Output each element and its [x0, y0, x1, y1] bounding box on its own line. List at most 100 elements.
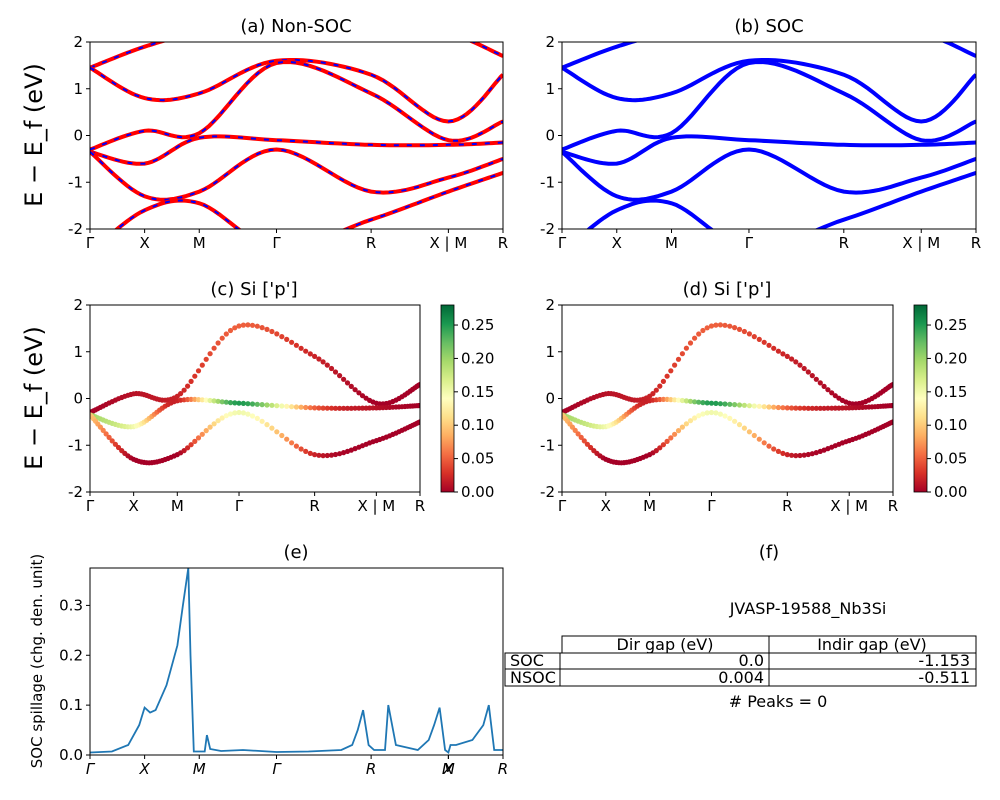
panel-d-point: [708, 323, 715, 329]
panel-b-band: [586, 170, 976, 229]
panel-c-point: [203, 428, 209, 434]
panel-c-point: [307, 351, 313, 357]
panel-d-point: [717, 401, 724, 407]
panel-c-xtick-label: Γ: [86, 497, 95, 515]
panel-c-point: [320, 405, 326, 411]
panel-d-point: [775, 404, 782, 411]
panel-c-point: [324, 405, 330, 411]
panel-d-point: [746, 331, 753, 337]
panel-a-xtick-label: Γ: [272, 234, 281, 252]
panel-a-frame: [89, 41, 504, 230]
panel-d-point: [805, 405, 811, 411]
panel-d-point: [679, 424, 686, 430]
panel-c-point: [298, 345, 304, 351]
panel-d-point: [756, 336, 762, 342]
panel-c-point: [352, 405, 358, 411]
panel-d-point: [797, 452, 803, 459]
cell-nsoc-dir: 0.004: [718, 668, 764, 687]
panel-c-point: [359, 405, 366, 411]
panel-c-point: [341, 376, 347, 382]
panel-c-point: [106, 434, 112, 440]
panel-d-point: [751, 334, 757, 340]
panel-c-point: [279, 334, 285, 340]
panel-d-colorbar: [913, 304, 928, 493]
panel-d-point: [890, 402, 893, 409]
panel-d-xtick-label: R: [888, 497, 898, 515]
panel-e-xtick-label: X: [138, 760, 150, 778]
panel-d-point: [675, 428, 682, 434]
panel-c-point: [274, 403, 280, 409]
panel-c-point: [352, 387, 358, 393]
panel-e-plot-area: [90, 568, 503, 755]
panel-d-point: [727, 415, 733, 421]
panel-c-cb-label: 0.15: [461, 383, 494, 401]
panel-c-point: [303, 448, 309, 454]
panel-b-xtick-label: Γ: [745, 234, 754, 252]
panel-d-point: [708, 409, 715, 416]
panel-d-point: [741, 402, 748, 408]
panel-c-cb-label: 0.05: [461, 450, 494, 468]
panel-d-point: [672, 397, 678, 403]
panel-c-point: [199, 397, 205, 403]
panel-d-point: [809, 451, 815, 457]
panel-d-xtick-label: R: [782, 497, 792, 515]
panel-a-title: (a) Non-SOC: [240, 16, 351, 37]
panel-d-point: [766, 443, 772, 449]
panel-d-point: [821, 405, 827, 411]
panel-d-point: [687, 340, 694, 346]
panel-d-point: [675, 356, 682, 362]
panel-d-point: [766, 342, 772, 348]
panel-b-band: [562, 147, 976, 202]
panel-c-point: [254, 323, 260, 329]
panel-e-xtick-label: R: [498, 760, 508, 778]
panel-d-point: [789, 452, 795, 458]
panel-c-point: [293, 342, 299, 348]
panel-c-point: [284, 336, 290, 342]
panel-d-point: [660, 378, 667, 384]
panel-a-xtick-label: Γ: [86, 234, 95, 252]
panel-c-point: [236, 323, 242, 329]
panel-d-point: [761, 440, 767, 446]
panel-d-plot-area: [562, 322, 893, 466]
panel-c-point: [232, 325, 238, 331]
panel-c-point: [293, 404, 299, 410]
panel-c-point: [316, 356, 322, 362]
panel-c-point: [245, 401, 251, 407]
panel-d-point: [683, 398, 690, 404]
panel-c-point: [316, 452, 322, 458]
panel-b-xtick-label: R: [839, 234, 849, 252]
panel-b-xtick-label: X: [612, 234, 622, 252]
panel-d-point: [732, 325, 738, 331]
panel-d-point: [813, 376, 819, 382]
panel-c-point: [254, 401, 260, 407]
panel-c-point: [192, 438, 198, 444]
panel-d-point: [825, 387, 831, 393]
panel-a-ylabel: E − E_f (eV): [20, 63, 48, 207]
panel-c-point: [293, 443, 299, 449]
panel-d-xtick-label: X | M: [830, 497, 868, 515]
panel-c-ytick-label: 0: [73, 390, 83, 408]
panel-d-point: [713, 322, 719, 328]
panel-b-xtick-label: X | M: [902, 234, 940, 252]
panel-d-point: [732, 402, 738, 408]
panel-e-spillage-line: [90, 568, 503, 755]
panel-c-point: [324, 452, 330, 459]
panel-b-band: [562, 58, 976, 124]
panel-a-ytick-label: -2: [68, 220, 83, 238]
panel-d-point: [722, 401, 728, 407]
panel-c-point: [195, 435, 202, 441]
panel-c-ytick-label: -1: [68, 436, 83, 454]
panel-c-point: [227, 400, 234, 406]
panel-d-point: [679, 351, 686, 357]
panel-c-point: [245, 411, 251, 417]
panel-c-point: [112, 441, 118, 447]
panel-c-point: [341, 450, 347, 456]
panel-d-point: [817, 405, 823, 411]
panel-c-point: [259, 402, 265, 408]
panel-c-point: [264, 326, 270, 332]
panel-d-point: [664, 373, 670, 379]
panel-e-title: (e): [283, 542, 308, 563]
panel-d-point: [771, 345, 777, 351]
panel-c-point: [232, 400, 238, 406]
panel-c-ytick-label: -2: [68, 483, 83, 501]
